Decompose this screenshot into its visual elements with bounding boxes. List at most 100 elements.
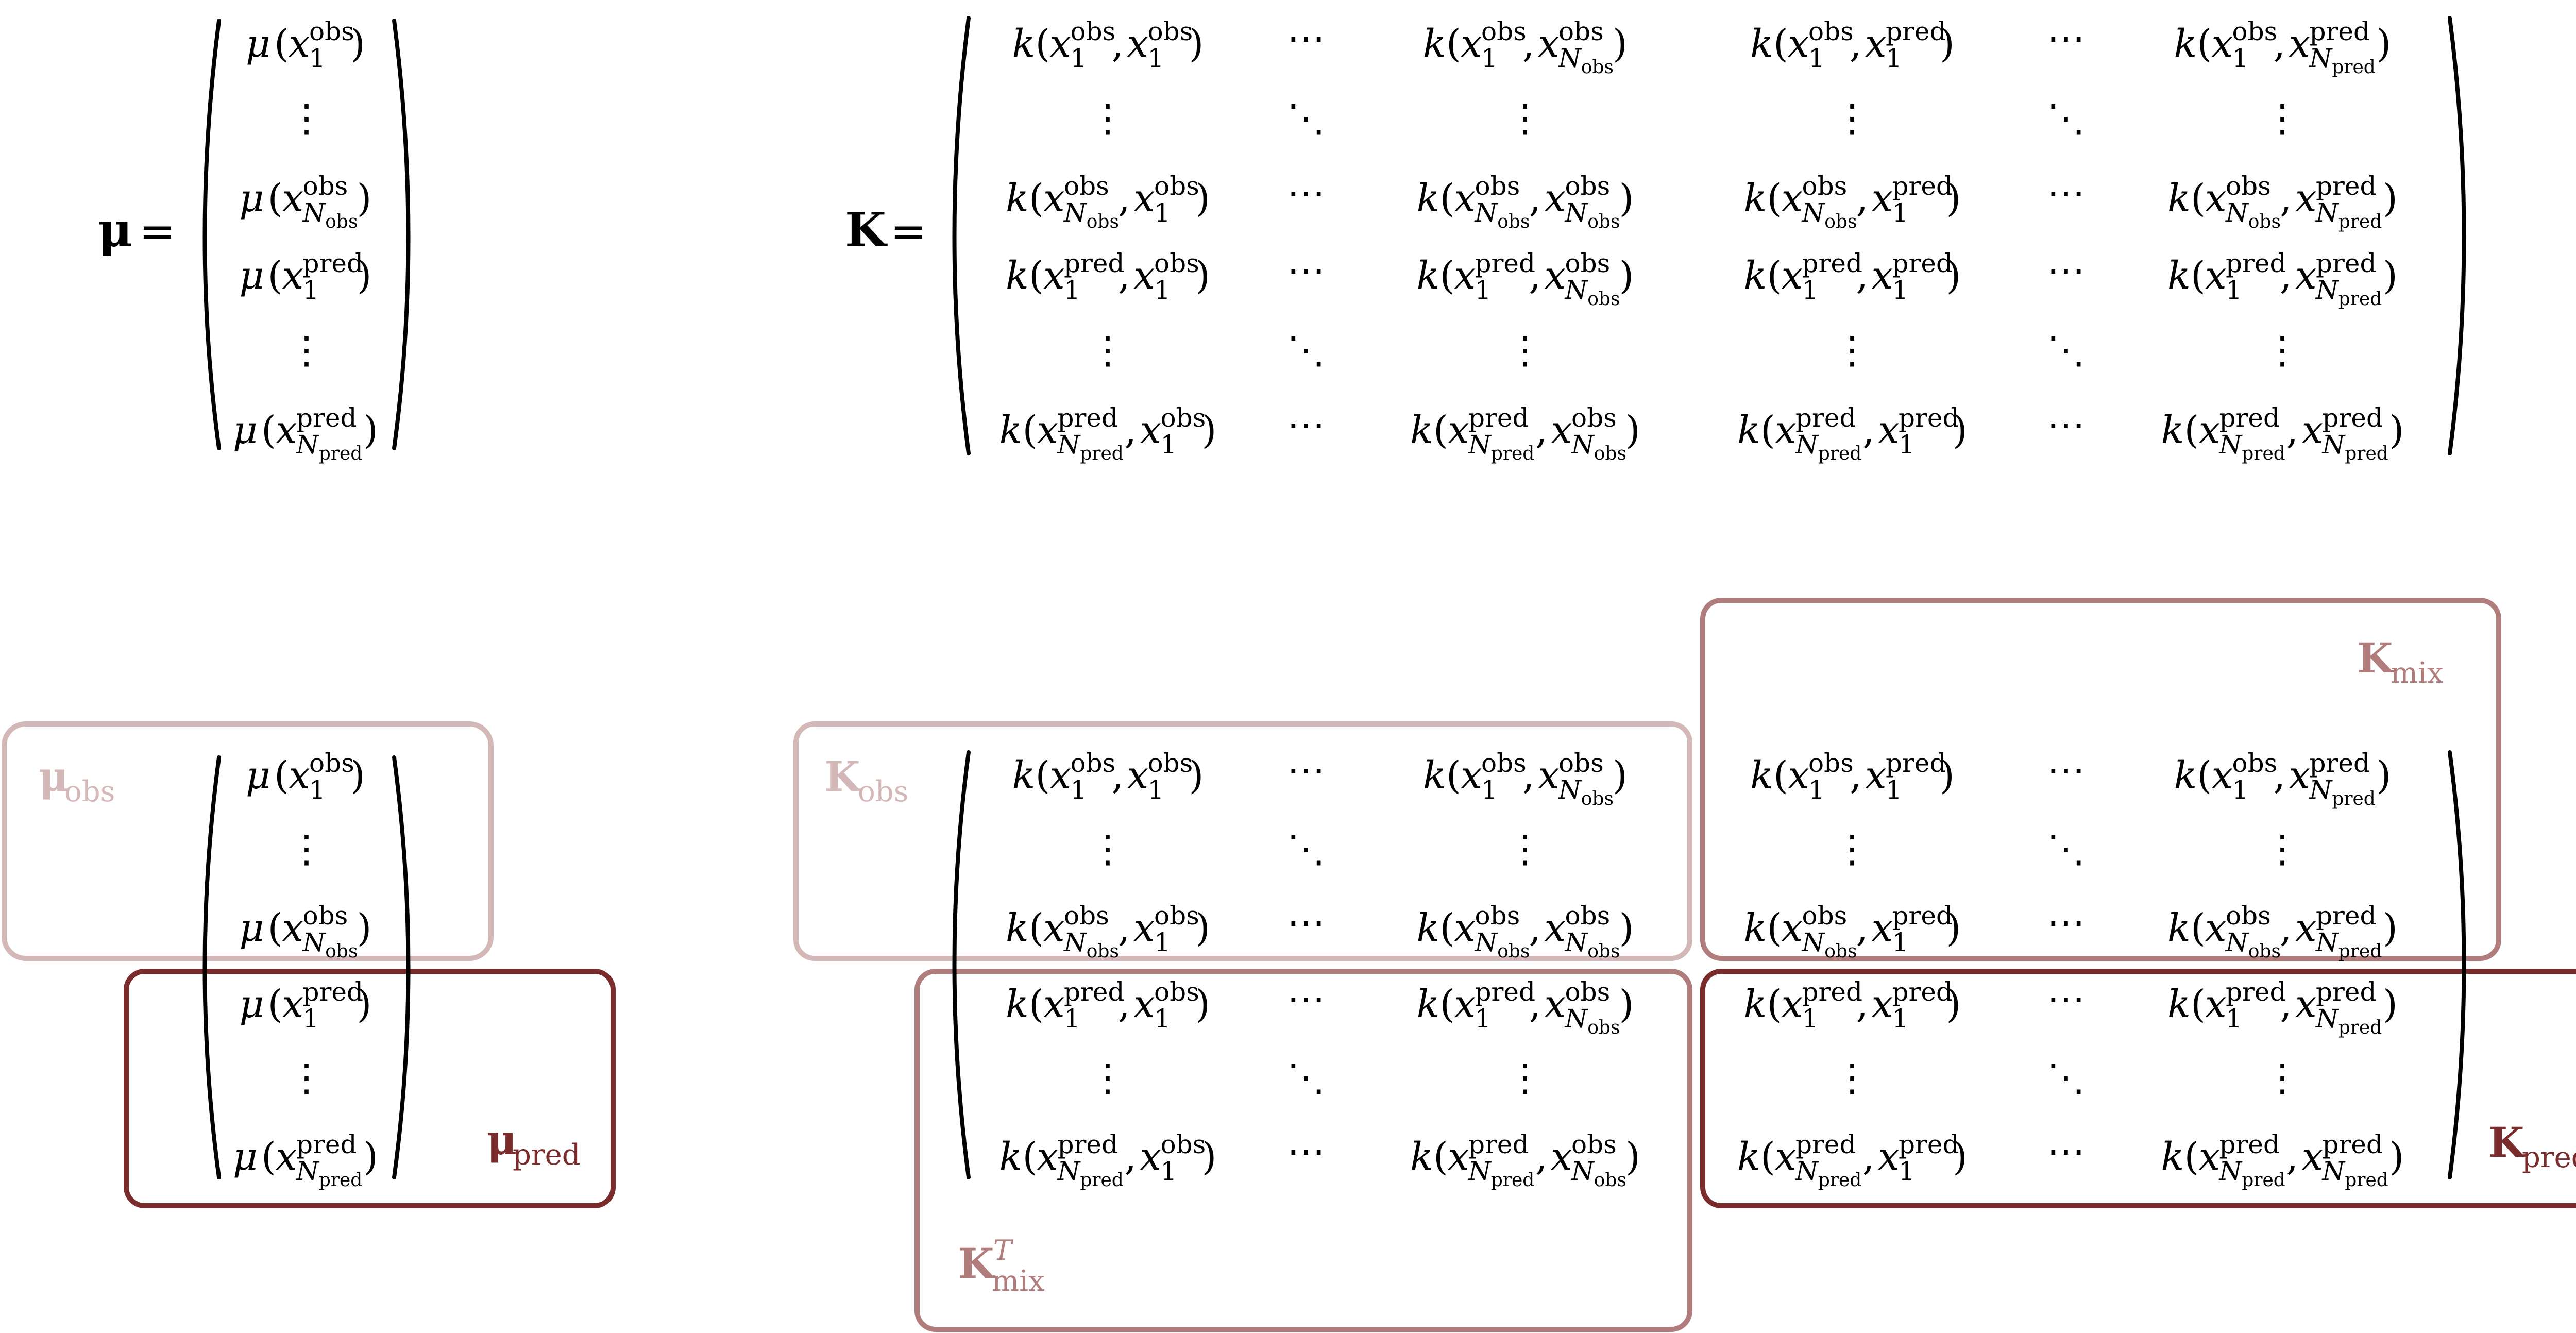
- svg-text:Nobs: Nobs: [1571, 430, 1626, 464]
- K-vdots: ⋮: [2263, 96, 2301, 141]
- svg-text:x: x: [2212, 753, 2233, 798]
- svg-text:pred: pred: [1892, 248, 1953, 278]
- svg-text:obs: obs: [2232, 748, 2278, 778]
- svg-text:obs: obs: [1071, 16, 1116, 46]
- svg-text:x: x: [1050, 753, 1072, 798]
- svg-text:): ): [1946, 254, 1961, 298]
- K-pred-label-base: K: [2488, 1118, 2526, 1167]
- svg-text:pred: pred: [1058, 403, 1118, 433]
- svg-text:μ: μ: [240, 982, 264, 1026]
- svg-text:k: k: [1006, 906, 1029, 950]
- svg-text:obs: obs: [1154, 171, 1199, 201]
- K-cdots: ⋯: [2047, 16, 2085, 61]
- mu-obs-label: μ obs: [39, 752, 115, 808]
- K-vdots: ⋮: [1089, 827, 1127, 871]
- K-ddots: ⋱: [2047, 1056, 2085, 1100]
- svg-text:x: x: [2289, 22, 2311, 66]
- svg-text:,: ,: [1118, 254, 1130, 298]
- svg-text:obs: obs: [1148, 748, 1193, 778]
- mu-left-paren: [202, 19, 221, 450]
- svg-text:Nobs: Nobs: [1571, 1156, 1626, 1191]
- svg-text:): ): [1953, 1135, 1968, 1179]
- svg-text:k: k: [2167, 254, 2191, 298]
- svg-text:1: 1: [1892, 275, 1909, 305]
- svg-text:k: k: [1006, 982, 1029, 1026]
- svg-text:(: (: [2197, 753, 2212, 798]
- K-ddots: ⋱: [2047, 827, 2085, 871]
- svg-text:1: 1: [1886, 775, 1902, 805]
- K-cdots: ⋯: [2047, 403, 2085, 447]
- svg-text:(: (: [1767, 906, 1782, 950]
- svg-text:,: ,: [1856, 176, 1869, 221]
- svg-text:): ): [1619, 176, 1634, 221]
- svg-text:pred: pred: [1475, 248, 1536, 278]
- svg-text:x: x: [2295, 906, 2317, 950]
- svg-text:1: 1: [2232, 43, 2249, 73]
- svg-text:k: k: [2174, 753, 2197, 798]
- svg-text:x: x: [1133, 176, 1155, 221]
- svg-text:,: ,: [1862, 408, 1875, 452]
- svg-text:(: (: [1773, 22, 1788, 66]
- K-vdots: ⋮: [1506, 96, 1544, 141]
- svg-text:obs: obs: [1808, 748, 1854, 778]
- svg-text:Nobs: Nobs: [1063, 198, 1119, 232]
- svg-text:,: ,: [2286, 1135, 2299, 1179]
- svg-text:(: (: [1433, 1135, 1448, 1179]
- svg-text:): ): [350, 22, 365, 66]
- K-vdots: ⋮: [2263, 1056, 2301, 1100]
- mu-column: μ(xobs1)⋮μ(xobsNobs)μ(xpred1)⋮μ(xpredNpr…: [233, 16, 378, 464]
- svg-text:obs: obs: [2226, 901, 2271, 931]
- svg-text:pred: pred: [303, 977, 364, 1007]
- K-cdots: ⋯: [1287, 977, 1325, 1021]
- svg-text:,: ,: [1856, 254, 1869, 298]
- svg-text:obs: obs: [1802, 171, 1848, 201]
- svg-text:x: x: [1865, 22, 1887, 66]
- svg-text:,: ,: [1529, 982, 1541, 1026]
- svg-text:pred: pred: [1058, 1129, 1118, 1159]
- svg-text:x: x: [1538, 22, 1560, 66]
- svg-text:x: x: [289, 753, 310, 798]
- mu-pred-label-base: μ: [487, 1116, 517, 1164]
- svg-text:(: (: [1440, 176, 1455, 221]
- svg-text:(: (: [1029, 176, 1044, 221]
- svg-text:k: k: [1417, 254, 1440, 298]
- svg-text:x: x: [2205, 176, 2227, 221]
- svg-text:x: x: [1872, 982, 1893, 1026]
- svg-text:(: (: [1440, 254, 1455, 298]
- svg-text:x: x: [1037, 408, 1059, 452]
- K-cdots: ⋯: [1287, 248, 1325, 293]
- K-ddots: ⋱: [1287, 328, 1325, 373]
- svg-text:1: 1: [309, 775, 326, 805]
- svg-text:1: 1: [1808, 43, 1825, 73]
- svg-text:(: (: [1023, 408, 1038, 452]
- svg-text:pred: pred: [2323, 403, 2383, 433]
- svg-text:1: 1: [1161, 430, 1177, 460]
- svg-text:): ): [1195, 982, 1210, 1026]
- mu-vdots: ⋮: [287, 328, 326, 373]
- svg-text:Npred: Npred: [2315, 198, 2382, 232]
- svg-text:,: ,: [1535, 408, 1548, 452]
- svg-text:(: (: [2191, 254, 2206, 298]
- K-mix-label-sub: mix: [2391, 656, 2444, 690]
- svg-text:1: 1: [1899, 1156, 1915, 1186]
- K-equals: =: [890, 206, 926, 257]
- svg-text:obs: obs: [1565, 248, 1611, 278]
- svg-text:,: ,: [2286, 408, 2299, 452]
- svg-text:(: (: [1029, 982, 1044, 1026]
- svg-text:Nobs: Nobs: [1063, 927, 1119, 962]
- svg-text:): ): [1619, 254, 1634, 298]
- svg-text:Nobs: Nobs: [1565, 198, 1620, 232]
- svg-text:obs: obs: [303, 171, 348, 201]
- mu-symbol: μ: [98, 202, 132, 258]
- K-mix-T-label-sup: T: [993, 1234, 1014, 1267]
- svg-text:(: (: [1773, 753, 1788, 798]
